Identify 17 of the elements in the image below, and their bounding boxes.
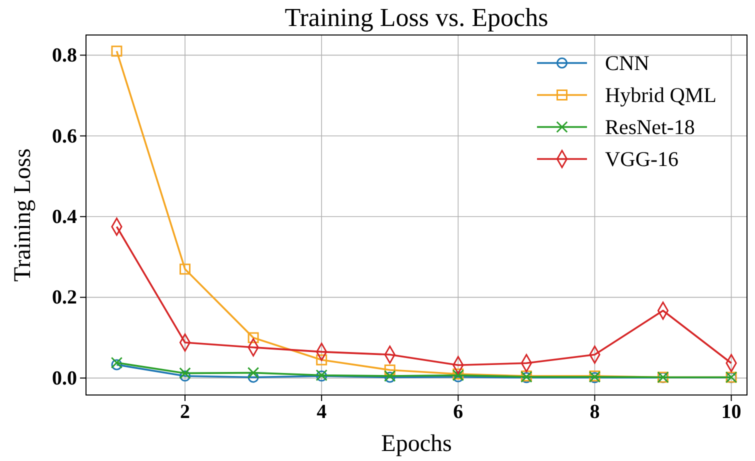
x-tick-label: 2 bbox=[180, 401, 190, 424]
x-tick-label: 10 bbox=[721, 401, 742, 424]
legend-label: ResNet-18 bbox=[605, 115, 695, 139]
x-tick-label: 8 bbox=[590, 401, 600, 424]
y-tick-label: 0.2 bbox=[52, 286, 77, 309]
y-tick-label: 0.0 bbox=[52, 367, 77, 390]
legend-label: VGG-16 bbox=[605, 147, 678, 171]
x-axis-title: Epochs bbox=[381, 431, 452, 457]
x-tick-label: 4 bbox=[316, 401, 327, 424]
legend-label: CNN bbox=[605, 51, 650, 75]
x-tick-label: 6 bbox=[453, 401, 464, 424]
y-axis-title: Training Loss bbox=[10, 148, 36, 282]
y-tick-label: 0.4 bbox=[52, 206, 77, 228]
legend-label: Hybrid QML bbox=[605, 83, 716, 107]
y-tick-label: 0.6 bbox=[52, 125, 77, 148]
y-tick-label: 0.8 bbox=[52, 44, 77, 67]
chart-title: Training Loss vs. Epochs bbox=[284, 3, 548, 32]
